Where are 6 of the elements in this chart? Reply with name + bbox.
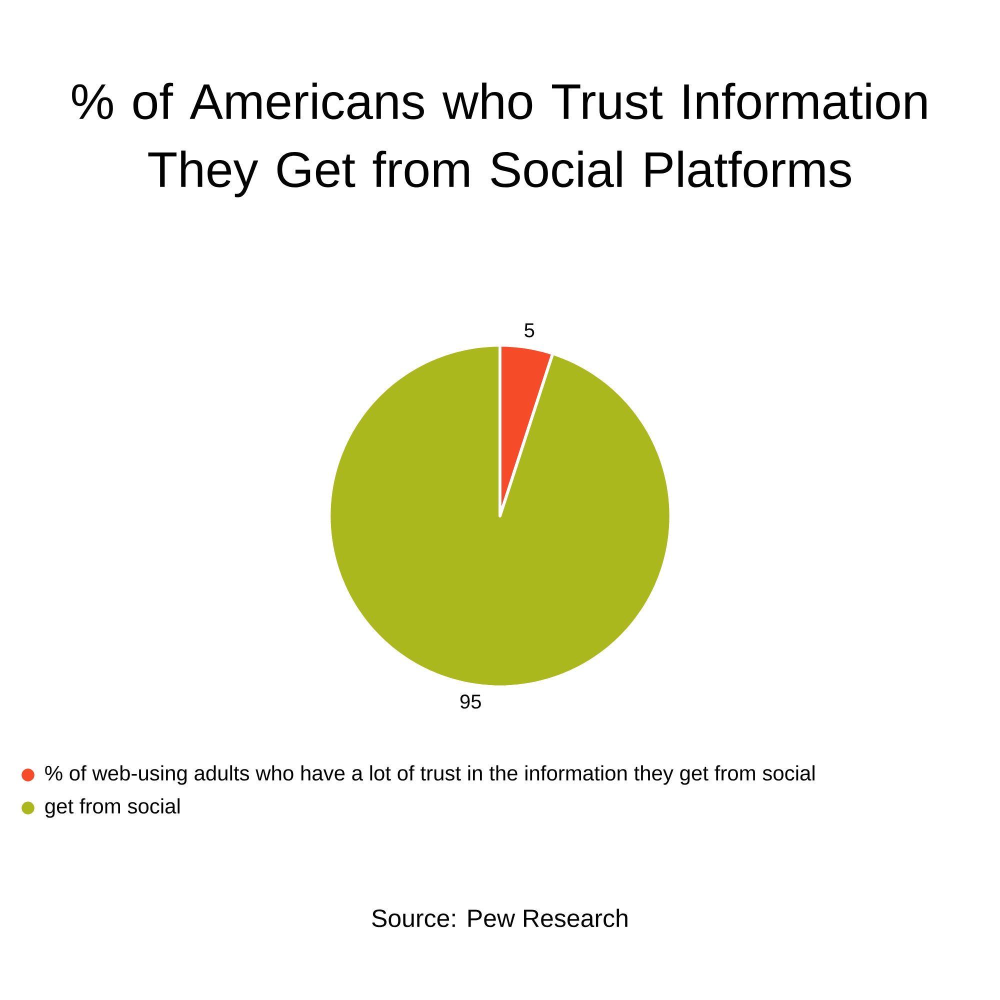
data-label: 5 xyxy=(524,323,534,338)
chart-title: % of Americans who Trust Information They Get from Social Platforms xyxy=(72,82,926,198)
legend-label: get from social xyxy=(45,798,180,818)
source-note: Source: Pew Research xyxy=(372,908,628,928)
legend-label: % of web-using adults who have a lot of trust in the information they get from social xyxy=(45,765,814,785)
data-label: 95 xyxy=(460,694,481,709)
